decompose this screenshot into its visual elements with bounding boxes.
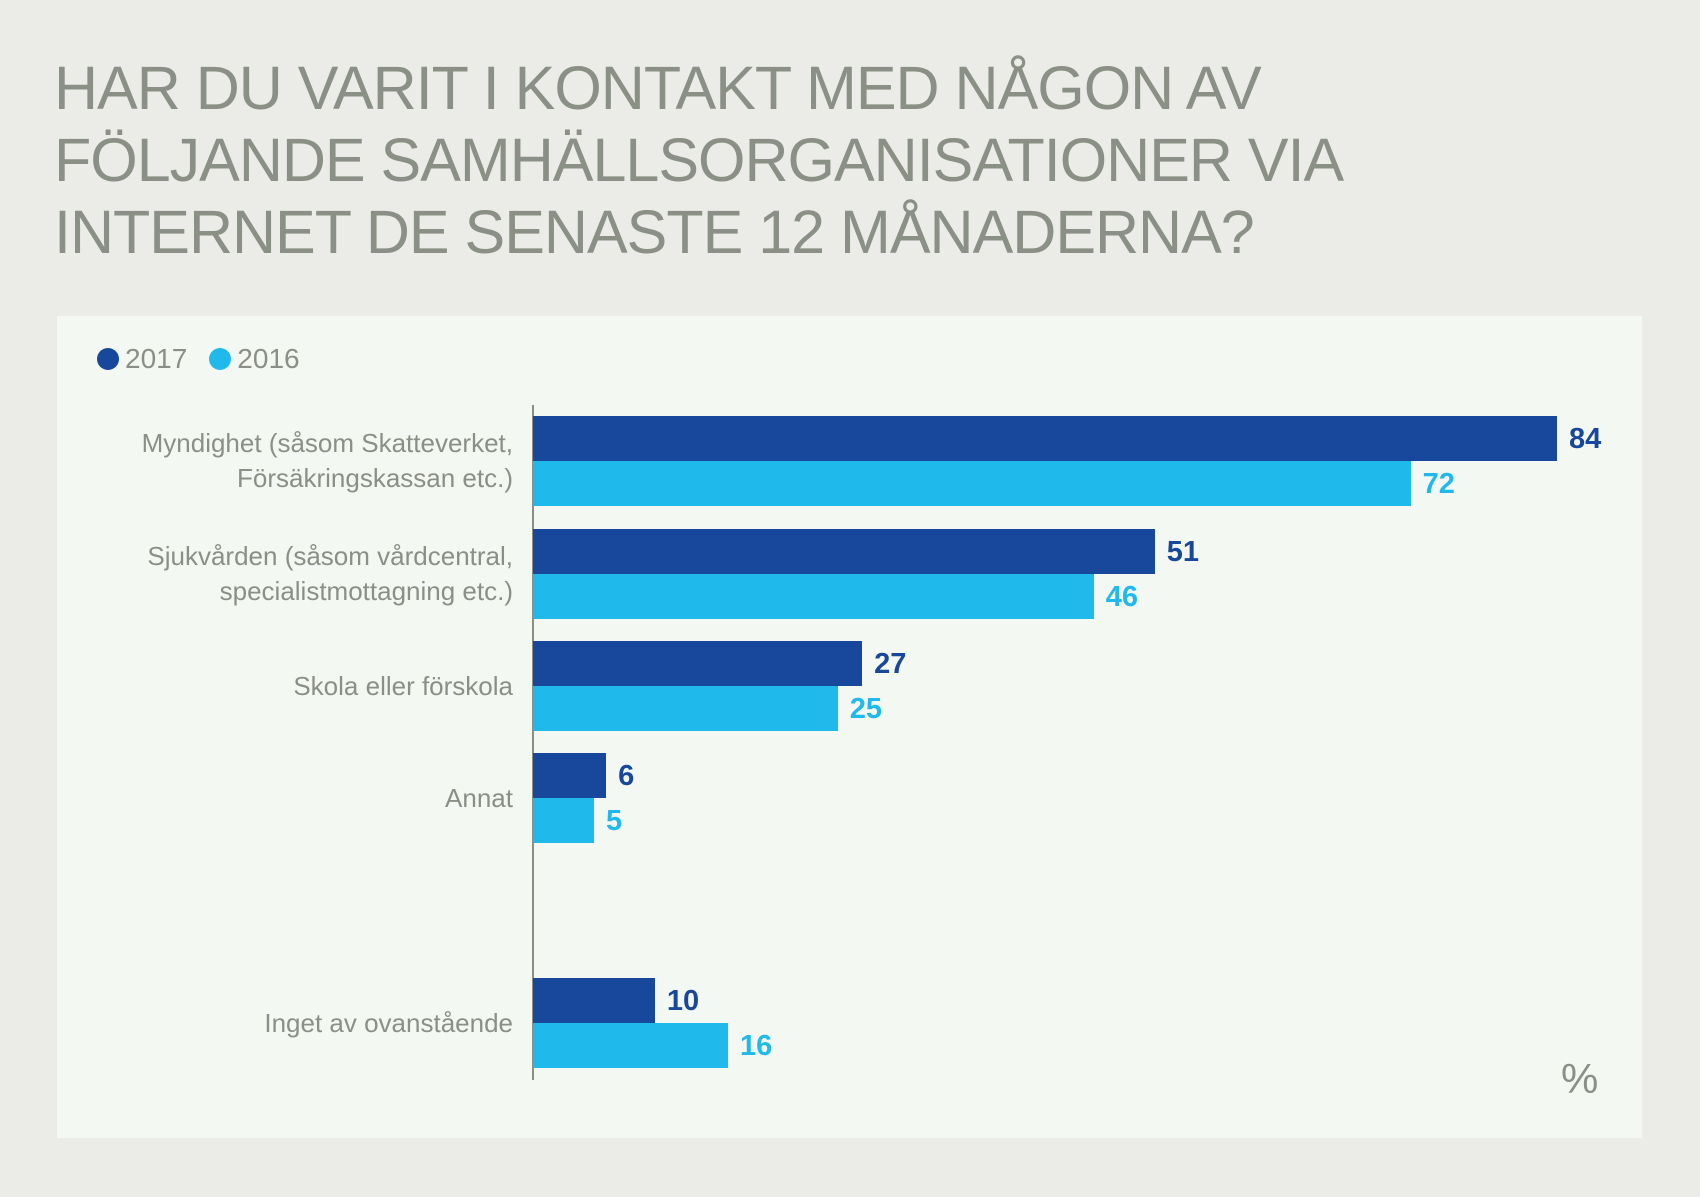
bar-2017 xyxy=(533,753,607,798)
category-label-line: Försäkringskassan etc.) xyxy=(237,463,513,493)
legend-dot-icon xyxy=(97,348,119,370)
category-label: Skola eller förskola xyxy=(33,669,513,704)
data-label: 5 xyxy=(605,805,623,837)
bar-2017 xyxy=(533,978,655,1023)
legend: 2017 2016 xyxy=(97,343,322,375)
bar-2016 xyxy=(533,574,1094,619)
legend-dot-icon xyxy=(209,348,232,370)
title-line: INTERNET DE SENASTE 12 MÅNADERNA? xyxy=(54,198,1255,266)
data-label: 6 xyxy=(618,760,635,792)
data-label: 27 xyxy=(874,648,907,680)
bar-2016 xyxy=(533,1023,729,1068)
data-label: 16 xyxy=(740,1030,773,1062)
bar-2017 xyxy=(533,641,863,686)
legend-item-2016: 2016 xyxy=(209,343,300,375)
legend-label: 2017 xyxy=(125,343,188,374)
data-label: 84 xyxy=(1568,423,1602,455)
category-label-line: Myndighet (såsom Skatteverket, xyxy=(141,428,513,458)
data-label: 72 xyxy=(1422,468,1455,500)
category-label-line: Inget av ovanstående xyxy=(264,1007,513,1038)
bar-2016 xyxy=(533,461,1411,506)
category-label-line: Sjukvården (såsom vårdcentral, xyxy=(147,541,513,571)
category-label: Annat xyxy=(33,781,513,816)
category-label-line: specialistmottagning etc.) xyxy=(219,576,513,606)
data-label: 46 xyxy=(1105,581,1138,613)
chart-title: HAR DU VARIT I KONTAKT MED NÅGON AV FÖLJ… xyxy=(54,52,1554,268)
category-label-line: Skola eller förskola xyxy=(293,670,513,701)
category-label: Inget av ovanstående xyxy=(33,1006,513,1041)
title-line: FÖLJANDE SAMHÄLLSORGANISATIONER VIA xyxy=(54,126,1344,194)
category-label-line: Annat xyxy=(445,782,513,813)
unit-label: % xyxy=(1561,1055,1599,1102)
bar-2016 xyxy=(533,686,838,731)
legend-item-2017: 2017 xyxy=(97,343,187,375)
bar-2017 xyxy=(533,529,1155,574)
category-label: Sjukvården (såsom vårdcentral, specialist… xyxy=(33,539,513,609)
title-line: HAR DU VARIT I KONTAKT MED NÅGON AV xyxy=(54,54,1262,122)
bar-2017 xyxy=(533,416,1557,461)
bar-2016 xyxy=(533,798,594,843)
category-label: Myndighet (såsom Skatteverket, Försäkring… xyxy=(33,426,513,496)
data-label: 10 xyxy=(666,985,700,1017)
legend-label: 2016 xyxy=(237,343,300,374)
data-label: 51 xyxy=(1166,536,1199,568)
data-label: 25 xyxy=(849,693,883,725)
y-axis-line xyxy=(532,405,534,1080)
